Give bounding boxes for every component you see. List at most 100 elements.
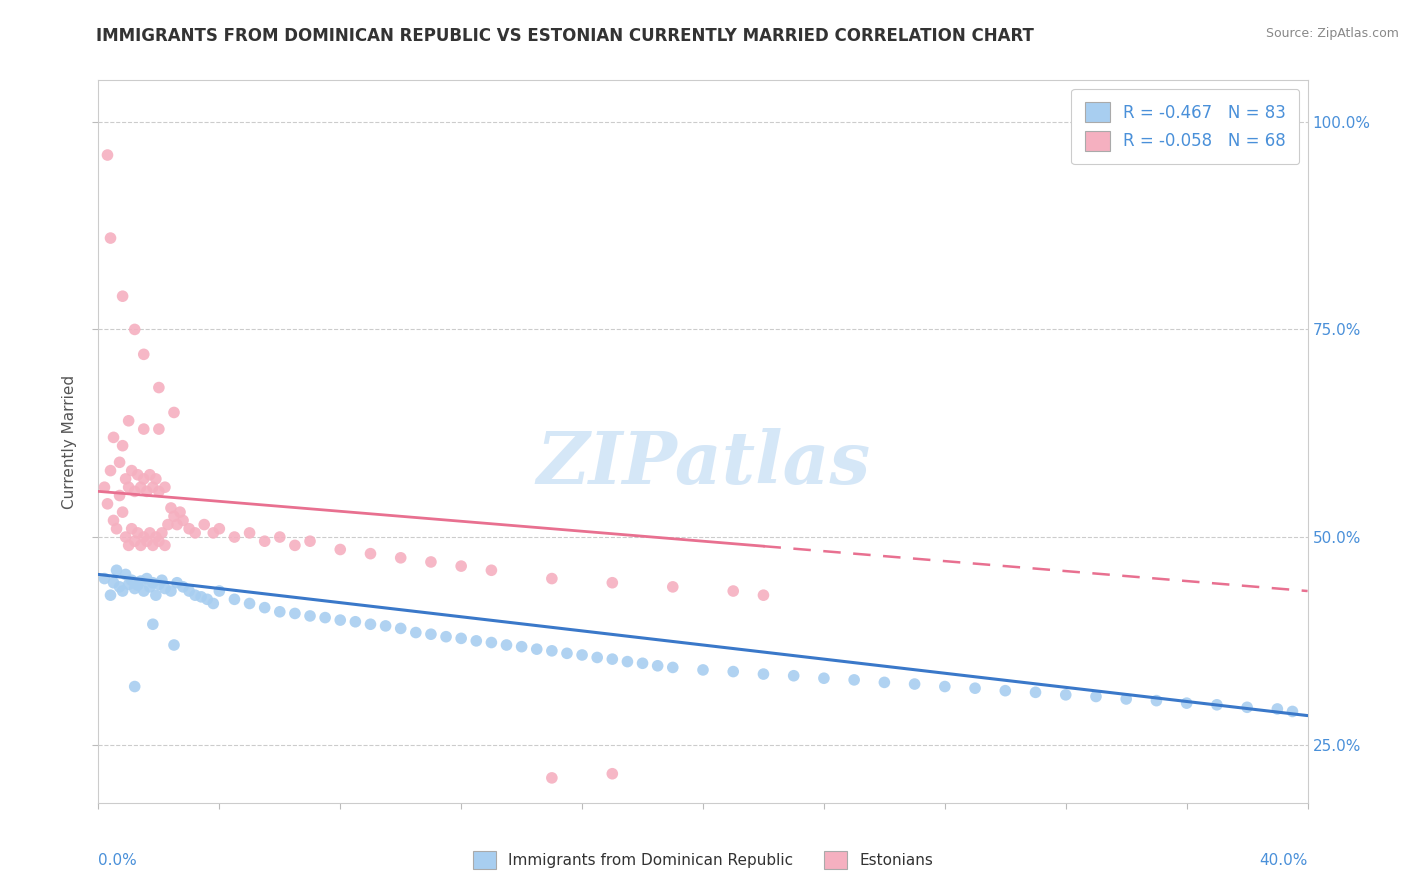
Point [299,609,322,624]
Point [602,575,624,590]
Point [124,322,146,336]
Point [139,467,162,482]
Point [111,505,134,519]
Point [1206,698,1229,712]
Text: 40.0%: 40.0% [1260,854,1308,869]
Point [100,464,122,478]
Point [540,644,562,658]
Point [202,525,225,540]
Point [616,655,638,669]
Point [121,522,143,536]
Point [132,422,155,436]
Text: IMMIGRANTS FROM DOMINICAN REPUBLIC VS ESTONIAN CURRENTLY MARRIED CORRELATION CHA: IMMIGRANTS FROM DOMINICAN REPUBLIC VS ES… [96,27,1033,45]
Point [374,619,396,633]
Point [108,489,131,503]
Point [723,665,745,679]
Point [163,509,186,524]
Point [103,430,125,444]
Point [139,525,162,540]
Point [540,572,562,586]
Point [103,575,125,590]
Point [692,663,714,677]
Point [135,572,157,586]
Legend: Immigrants from Dominican Republic, Estonians: Immigrants from Dominican Republic, Esto… [467,845,939,875]
Point [631,657,654,671]
Point [420,627,443,641]
Point [93,572,115,586]
Point [129,574,152,588]
Point [1054,688,1077,702]
Point [148,577,170,591]
Point [555,646,578,660]
Point [994,683,1017,698]
Point [647,658,669,673]
Point [813,671,835,685]
Point [224,530,246,544]
Point [145,472,167,486]
Point [495,638,517,652]
Point [224,592,246,607]
Point [389,621,412,635]
Point [284,607,307,621]
Point [202,597,225,611]
Point [602,766,624,780]
Point [571,648,593,662]
Point [114,472,136,486]
Point [314,610,336,624]
Point [135,534,157,549]
Point [108,455,131,469]
Point [124,484,146,499]
Point [179,522,201,536]
Point [100,588,122,602]
Point [239,597,262,611]
Point [127,467,149,482]
Text: 0.0%: 0.0% [98,854,138,869]
Point [96,497,118,511]
Point [132,584,155,599]
Point [344,615,367,629]
Point [239,525,262,540]
Point [540,771,562,785]
Point [1024,685,1046,699]
Point [135,484,157,499]
Point [118,414,141,428]
Point [844,673,866,687]
Point [142,575,165,590]
Point [586,650,609,665]
Point [160,500,183,515]
Point [114,567,136,582]
Point [193,517,215,532]
Point [253,534,276,549]
Text: ZIPatlas: ZIPatlas [536,428,870,499]
Point [124,582,146,596]
Point [142,617,165,632]
Point [118,538,141,552]
Point [166,575,188,590]
Point [1267,702,1289,716]
Point [163,405,186,419]
Point [752,667,775,681]
Point [1236,700,1258,714]
Point [360,547,382,561]
Point [118,577,141,591]
Point [253,600,276,615]
Point [124,534,146,549]
Point [389,550,412,565]
Point [783,669,806,683]
Point [184,588,207,602]
Point [965,681,987,696]
Point [148,534,170,549]
Point [127,525,149,540]
Point [153,480,176,494]
Point [121,573,143,587]
Point [121,464,143,478]
Point [111,289,134,303]
Point [1175,696,1198,710]
Point [434,630,457,644]
Text: Source: ZipAtlas.com: Source: ZipAtlas.com [1265,27,1399,40]
Point [184,525,207,540]
Point [934,680,956,694]
Point [195,592,218,607]
Point [450,632,472,646]
Point [139,580,162,594]
